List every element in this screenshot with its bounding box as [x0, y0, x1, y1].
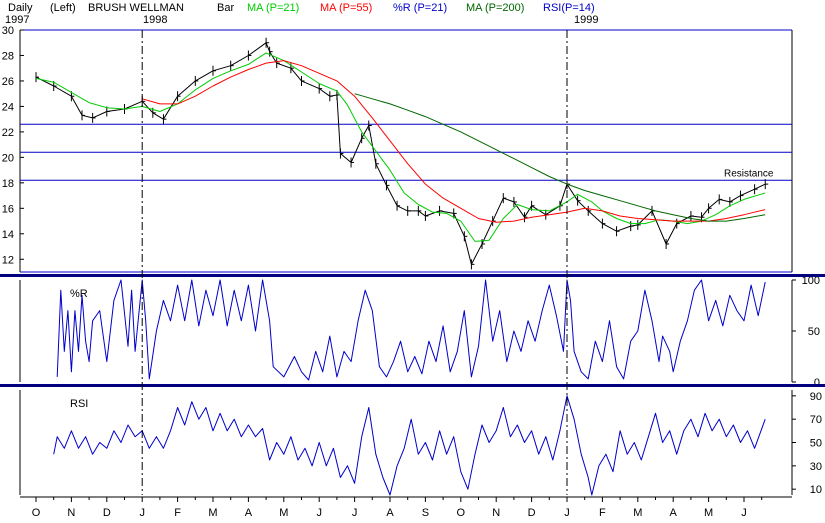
wr-title: %R [70, 288, 88, 300]
month-label-3: J [139, 507, 145, 519]
month-label-16: F [599, 507, 606, 519]
month-label-10: A [386, 507, 394, 519]
price-tick-label: 30 [2, 25, 14, 37]
header-item-2: BRUSH WELLMAN [88, 2, 184, 14]
month-label-7: M [279, 507, 288, 519]
month-label-1: N [67, 507, 75, 519]
month-label-5: M [208, 507, 217, 519]
month-label-8: J [316, 507, 322, 519]
wr-tick-label: 0 [814, 377, 820, 389]
ma55-line [142, 60, 766, 223]
resistance-label: Resistance [724, 168, 774, 179]
price-tick-label: 26 [2, 76, 14, 88]
rsi-panel: 90 70 50 30 10 RSI [19, 390, 822, 496]
wr-tick-label: 50 [808, 326, 820, 338]
price-tick-label: 24 [2, 101, 14, 113]
header-item-1: (Left) [50, 2, 76, 14]
price-tick-label: 18 [2, 178, 14, 190]
month-label-15: J [564, 507, 570, 519]
williams-r-line [56, 279, 766, 381]
header-item-8: RSI(P=14) [543, 2, 595, 14]
price-tick-label: 28 [2, 50, 14, 62]
rsi-tick-label: 70 [810, 414, 822, 426]
price-line [35, 42, 766, 265]
ma21-line [35, 52, 766, 242]
ma200-line [354, 93, 766, 222]
panel-divider [0, 384, 825, 387]
month-label-4: F [174, 507, 181, 519]
price-tick-label: 12 [2, 254, 14, 266]
header-item-6: %R (P=21) [393, 2, 447, 14]
rsi-tick-label: 10 [810, 484, 822, 496]
month-label-13: N [492, 507, 500, 519]
price-panel: 30 28 26 24 22 20 18 16 14 12 Resistance [2, 25, 793, 273]
month-label-17: M [633, 507, 642, 519]
month-label-11: S [422, 507, 429, 519]
month-label-2: D [103, 507, 111, 519]
month-label-0: O [32, 507, 41, 519]
price-tick-label: 16 [2, 203, 14, 215]
month-label-14: D [528, 507, 536, 519]
month-label-20: J [741, 507, 747, 519]
rsi-tick-label: 50 [810, 438, 822, 450]
month-label-12: O [457, 507, 466, 519]
header-item-4: MA (P=21) [247, 2, 299, 14]
header-item-3: Bar [217, 2, 234, 14]
price-tick-label: 22 [2, 127, 14, 139]
month-label-19: M [704, 507, 713, 519]
wr-tick-label: 100 [802, 275, 820, 287]
year-label-1999: 1999 [574, 14, 598, 26]
header-item-5: MA (P=55) [320, 2, 372, 14]
rsi-title: RSI [70, 398, 88, 410]
month-label-18: A [670, 507, 678, 519]
year-label-1997: 1997 [5, 14, 29, 26]
rsi-tick-label: 90 [810, 391, 822, 403]
header-item-7: MA (P=200) [466, 2, 524, 14]
williams-r-panel: 100 50 0 %R [19, 275, 820, 389]
month-label-9: J [352, 507, 358, 519]
chart-header: Daily (Left) BRUSH WELLMAN Bar MA (P=21) MA (… [5, 2, 598, 26]
price-tick-label: 20 [2, 152, 14, 164]
rsi-tick-label: 30 [810, 461, 822, 473]
month-label-6: A [245, 507, 253, 519]
panel-divider [0, 274, 825, 277]
header-item-0: Daily [8, 2, 33, 14]
rsi-line [53, 395, 766, 496]
price-tick-label: 14 [2, 229, 14, 241]
year-label-1998: 1998 [143, 14, 167, 26]
